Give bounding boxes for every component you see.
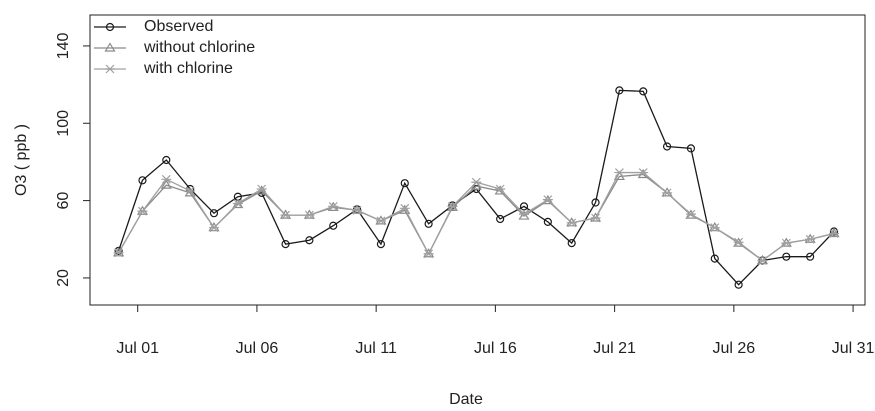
- marker: [495, 184, 506, 194]
- marker: [105, 22, 115, 32]
- marker: [829, 229, 839, 238]
- marker: [733, 237, 744, 247]
- plot-frame: [89, 14, 866, 306]
- marker: [590, 213, 601, 223]
- series-line: [117, 89, 835, 286]
- marker: [399, 203, 410, 213]
- marker: [400, 179, 409, 188]
- marker: [496, 214, 505, 224]
- marker: [184, 187, 196, 197]
- marker: [305, 236, 314, 245]
- marker: [567, 239, 576, 248]
- marker: [615, 86, 624, 95]
- marker: [209, 223, 219, 233]
- marker: [661, 187, 673, 197]
- marker: [105, 64, 115, 74]
- marker: [542, 195, 553, 205]
- legend-label: Observed: [144, 18, 213, 35]
- marker: [424, 219, 433, 228]
- marker: [208, 222, 220, 232]
- marker: [136, 205, 149, 215]
- legend-label: without chlorine: [143, 39, 255, 56]
- marker: [304, 210, 315, 220]
- marker: [113, 247, 125, 257]
- marker: [662, 188, 673, 198]
- marker: [279, 209, 292, 219]
- marker: [638, 168, 649, 177]
- marker: [591, 198, 600, 207]
- x-tick-label: Jul 31: [832, 340, 875, 357]
- y-axis-title: O3 ( ppb ): [13, 124, 30, 196]
- marker: [686, 144, 696, 153]
- y-tick-label: 60: [55, 192, 72, 210]
- series-line: [118, 173, 835, 262]
- marker: [423, 248, 435, 258]
- marker: [518, 210, 530, 220]
- marker: [352, 205, 363, 215]
- marker: [209, 209, 219, 218]
- marker: [376, 240, 386, 249]
- marker: [519, 202, 529, 211]
- x-tick-label: Jul 26: [712, 340, 755, 357]
- marker: [138, 176, 147, 185]
- marker: [329, 221, 338, 230]
- marker: [662, 142, 672, 151]
- marker: [757, 256, 768, 265]
- marker: [280, 210, 291, 220]
- marker: [375, 216, 386, 226]
- marker: [614, 168, 625, 177]
- marker: [113, 248, 124, 258]
- marker: [806, 252, 815, 261]
- y-tick-label: 140: [55, 32, 72, 59]
- marker: [471, 177, 482, 187]
- y-tick-label: 20: [55, 269, 72, 287]
- marker: [709, 223, 720, 233]
- marker: [328, 201, 339, 211]
- marker: [782, 252, 791, 261]
- marker: [104, 42, 116, 52]
- marker: [589, 212, 602, 222]
- marker: [137, 206, 148, 216]
- marker: [161, 174, 172, 184]
- x-tick-label: Jul 21: [593, 340, 636, 357]
- marker: [494, 185, 506, 195]
- x-tick-label: Jul 06: [236, 340, 279, 357]
- marker: [756, 254, 769, 265]
- marker: [710, 254, 719, 263]
- marker: [639, 87, 648, 96]
- x-tick-label: Jul 16: [474, 340, 517, 357]
- marker: [185, 186, 196, 196]
- marker: [685, 209, 696, 219]
- marker: [447, 201, 458, 211]
- marker: [805, 234, 816, 244]
- marker: [162, 155, 171, 165]
- marker: [281, 240, 290, 249]
- marker: [828, 227, 840, 238]
- marker: [781, 238, 792, 248]
- marker: [232, 199, 243, 208]
- x-tick-label: Jul 11: [355, 340, 397, 357]
- x-axis-title: Date: [449, 391, 483, 408]
- marker: [543, 217, 552, 226]
- marker: [160, 179, 172, 189]
- marker: [734, 280, 743, 289]
- marker: [519, 209, 529, 219]
- marker: [256, 184, 267, 194]
- marker: [423, 249, 434, 259]
- marker: [566, 218, 577, 228]
- x-tick-label: Jul 01: [116, 340, 159, 357]
- legend-label: with chlorine: [143, 60, 233, 77]
- y-tick-label: 100: [55, 110, 72, 137]
